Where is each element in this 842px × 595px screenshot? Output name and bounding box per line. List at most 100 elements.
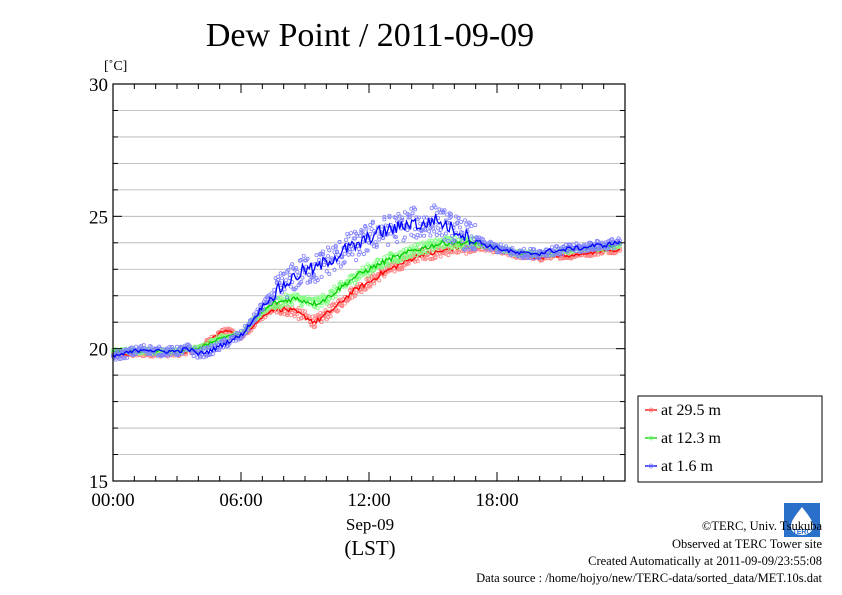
data-point [290, 302, 295, 307]
data-point [377, 278, 382, 283]
legend-label: at 12.3 m [661, 430, 722, 447]
data-point [322, 262, 327, 267]
data-point [432, 229, 437, 234]
data-point [347, 247, 352, 252]
data-point [460, 239, 465, 244]
data-point [392, 269, 397, 274]
data-point [592, 252, 597, 257]
data-point [418, 233, 423, 238]
data-point [310, 297, 315, 302]
data-point [332, 250, 337, 255]
data-point [448, 214, 453, 219]
legend-label: at 1.6 m [661, 458, 714, 475]
data-point [413, 243, 418, 248]
data-point [141, 343, 146, 348]
data-point [294, 265, 299, 270]
x-tick-label: 18:00 [475, 490, 518, 511]
data-point [360, 229, 365, 234]
data-point [391, 253, 396, 258]
data-point [393, 235, 398, 240]
data-point [460, 230, 465, 235]
data-point [283, 278, 288, 283]
data-point [327, 248, 332, 253]
x-tick-label: 00:00 [91, 490, 134, 511]
data-point [543, 253, 548, 258]
data-point [300, 308, 305, 313]
data-point [168, 353, 173, 358]
data-point [462, 218, 467, 223]
data-point [352, 236, 357, 241]
data-point [387, 215, 392, 220]
data-point [149, 345, 154, 350]
data-point [313, 324, 318, 329]
legend-marker [648, 463, 654, 469]
data-point [473, 222, 478, 227]
data-point [176, 353, 181, 358]
data-point [238, 336, 243, 341]
data-point [413, 207, 418, 212]
data-point [434, 236, 439, 241]
data-point [587, 240, 592, 245]
data-point [355, 233, 360, 238]
data-point [354, 290, 359, 295]
data-point [327, 272, 332, 277]
data-point [319, 274, 324, 279]
data-point [333, 245, 338, 250]
y-tick-label: 20 [89, 340, 108, 361]
data-point [369, 227, 374, 232]
data-point [187, 344, 192, 349]
data-point [292, 314, 297, 319]
data-point [365, 273, 370, 278]
data-point [439, 233, 444, 238]
data-point [370, 268, 375, 273]
data-point [306, 314, 311, 319]
data-point [332, 267, 337, 272]
data-point [331, 245, 336, 250]
data-point [565, 249, 570, 254]
data-point [113, 357, 118, 362]
data-point [550, 245, 555, 250]
data-point [326, 315, 331, 320]
data-point [347, 249, 352, 254]
data-point [329, 308, 334, 313]
legend: at 29.5 m at 12.3 m at 1.6 m [637, 395, 823, 483]
data-point [611, 245, 616, 250]
data-point [342, 251, 347, 256]
data-point [457, 225, 462, 230]
data-point [429, 206, 434, 211]
data-point [288, 313, 293, 318]
data-point [395, 240, 400, 245]
data-point [326, 254, 331, 259]
data-point [370, 220, 375, 225]
data-point [567, 242, 572, 247]
data-point [319, 303, 324, 308]
data-point [351, 273, 356, 278]
data-point [456, 216, 461, 221]
data-point [343, 237, 348, 242]
data-point [356, 276, 361, 281]
data-point [310, 314, 315, 319]
data-point [464, 245, 469, 250]
data-point [300, 275, 305, 280]
data-point [269, 291, 274, 296]
data-point [452, 238, 457, 243]
terc-logo: TERC [784, 503, 820, 537]
data-point [201, 346, 206, 351]
legend-box [637, 395, 823, 483]
data-point [445, 235, 450, 240]
data-point [318, 295, 323, 300]
data-point [268, 301, 273, 306]
footer-observed: Observed at TERC Tower site [672, 537, 822, 551]
data-point [610, 237, 615, 242]
data-point [464, 251, 469, 256]
data-point [134, 344, 139, 349]
series-layer [111, 203, 622, 362]
data-point [437, 231, 442, 236]
data-point [301, 253, 306, 258]
data-point [564, 242, 569, 247]
y-tick-label: 15 [89, 472, 108, 493]
data-point [340, 304, 345, 309]
data-point [547, 253, 552, 258]
data-point [560, 252, 565, 257]
